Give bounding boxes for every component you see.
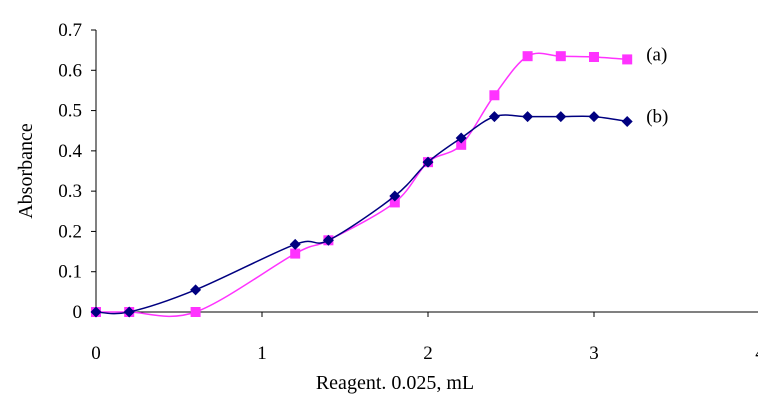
series-a-line <box>95 52 628 318</box>
series-a-point <box>190 307 201 317</box>
series-b-point <box>555 111 567 123</box>
x-tick-label: 1 <box>257 343 267 364</box>
x-tick-label: 2 <box>423 343 433 364</box>
series-a-point <box>456 139 467 150</box>
x-tick-label: 4 <box>755 343 758 364</box>
y-tick-label: 0.6 <box>58 60 82 81</box>
y-tick-label: 0.2 <box>58 221 82 242</box>
series-a-point <box>489 90 500 101</box>
series-a-point <box>290 248 301 259</box>
series-b-point <box>422 156 434 168</box>
series-b-line <box>95 114 628 315</box>
series-a-label: (a) <box>646 44 667 65</box>
series-b-point <box>190 284 202 296</box>
series-b-point <box>488 111 500 123</box>
y-tick-label: 0.7 <box>58 20 82 41</box>
series-b-label: (b) <box>646 106 668 127</box>
y-tick-label: 0 <box>73 302 83 323</box>
series-b-point <box>90 306 102 318</box>
x-tick-label: 3 <box>589 343 599 364</box>
y-axis-title: Absorbance <box>15 123 37 219</box>
series-b-point <box>522 111 534 123</box>
series-a-point <box>555 51 566 62</box>
y-tick-label: 0.5 <box>58 101 82 122</box>
series-a-point <box>522 51 533 62</box>
series-b-point <box>289 238 301 250</box>
series-a-point <box>622 54 633 65</box>
series-b-point <box>621 115 633 127</box>
x-tick-label: 0 <box>91 343 101 364</box>
chart-axes: 0 0.1 0.2 0.3 0.4 0.5 0.6 0.7 0 1 2 3 4 <box>58 20 758 364</box>
x-axis-title: Reagent. 0.025, mL <box>316 372 474 394</box>
chart-series: (a) (b) <box>90 44 668 318</box>
y-tick-label: 0.1 <box>58 262 82 283</box>
series-a-point <box>389 197 400 208</box>
y-tick-label: 0.4 <box>58 141 82 162</box>
y-tick-label: 0.3 <box>58 181 82 202</box>
series-b-point <box>455 132 467 144</box>
series-a-point <box>589 51 599 62</box>
series-b-point <box>322 234 334 246</box>
series-b-point <box>123 306 135 318</box>
series-b-point <box>588 111 600 123</box>
series-b-point <box>389 190 401 202</box>
